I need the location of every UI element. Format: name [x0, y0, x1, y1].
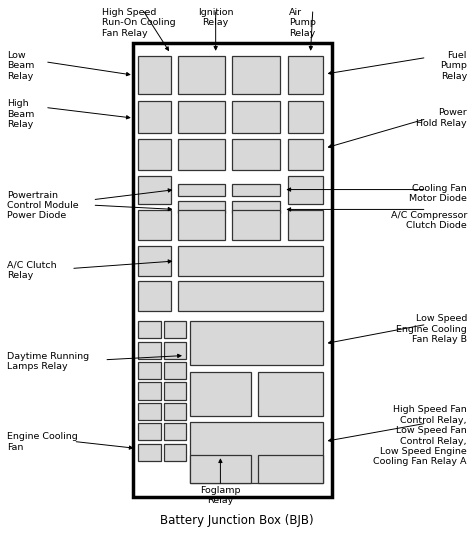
Bar — [138, 382, 161, 400]
Text: A/C Clutch
Relay: A/C Clutch Relay — [7, 260, 57, 280]
Bar — [190, 422, 323, 483]
Text: Engine Cooling
Fan: Engine Cooling Fan — [7, 432, 78, 452]
Bar — [164, 423, 186, 440]
Bar — [178, 56, 225, 94]
Bar — [138, 403, 161, 420]
Bar — [190, 372, 251, 416]
Bar — [164, 382, 186, 400]
Bar — [138, 246, 171, 276]
Bar — [232, 101, 280, 133]
Bar — [258, 372, 323, 416]
Bar — [258, 455, 323, 483]
Bar — [164, 403, 186, 420]
Bar — [288, 56, 323, 94]
Text: Daytime Running
Lamps Relay: Daytime Running Lamps Relay — [7, 352, 89, 371]
Text: Low Speed
Engine Cooling
Fan Relay B: Low Speed Engine Cooling Fan Relay B — [396, 314, 467, 344]
Bar — [288, 210, 323, 240]
Bar — [138, 139, 171, 170]
Bar — [178, 210, 225, 240]
Bar — [164, 342, 186, 359]
Text: Power
Hold Relay: Power Hold Relay — [416, 108, 467, 128]
Text: Battery Junction Box (BJB): Battery Junction Box (BJB) — [160, 514, 314, 527]
Bar — [138, 101, 171, 133]
Bar — [232, 184, 280, 196]
Bar — [190, 321, 323, 365]
Text: Low
Beam
Relay: Low Beam Relay — [7, 51, 35, 81]
Bar — [190, 455, 251, 483]
Text: Ignition
Relay: Ignition Relay — [198, 8, 233, 27]
Bar — [178, 246, 323, 276]
Bar — [164, 444, 186, 461]
Text: High
Beam
Relay: High Beam Relay — [7, 99, 35, 129]
Bar — [178, 101, 225, 133]
Bar — [138, 423, 161, 440]
Bar — [232, 201, 280, 213]
Bar — [232, 210, 280, 240]
Text: Foglamp
Relay: Foglamp Relay — [200, 486, 241, 505]
Bar — [138, 321, 161, 338]
Text: Fuel
Pump
Relay: Fuel Pump Relay — [440, 51, 467, 81]
Bar — [164, 321, 186, 338]
Bar — [178, 201, 225, 213]
Bar — [133, 43, 332, 497]
Bar — [178, 281, 323, 311]
Text: High Speed
Run-On Cooling
Fan Relay: High Speed Run-On Cooling Fan Relay — [102, 8, 175, 38]
Text: High Speed Fan
Control Relay,
Low Speed Fan
Control Relay,
Low Speed Engine
Cool: High Speed Fan Control Relay, Low Speed … — [374, 405, 467, 467]
Bar — [138, 56, 171, 94]
Text: Air
Pump
Relay: Air Pump Relay — [289, 8, 316, 38]
Bar — [232, 139, 280, 170]
Text: Powertrain
Control Module
Power Diode: Powertrain Control Module Power Diode — [7, 191, 79, 220]
Text: Cooling Fan
Motor Diode: Cooling Fan Motor Diode — [409, 184, 467, 203]
Bar — [138, 444, 161, 461]
Text: A/C Compressor
Clutch Diode: A/C Compressor Clutch Diode — [391, 211, 467, 230]
Bar — [138, 176, 171, 204]
Bar — [288, 176, 323, 204]
Bar — [288, 139, 323, 170]
Bar — [138, 281, 171, 311]
Bar — [138, 210, 171, 240]
Bar — [232, 56, 280, 94]
Bar — [138, 362, 161, 379]
Bar — [178, 139, 225, 170]
Bar — [178, 184, 225, 196]
Bar — [138, 342, 161, 359]
Bar — [288, 101, 323, 133]
Bar — [164, 362, 186, 379]
